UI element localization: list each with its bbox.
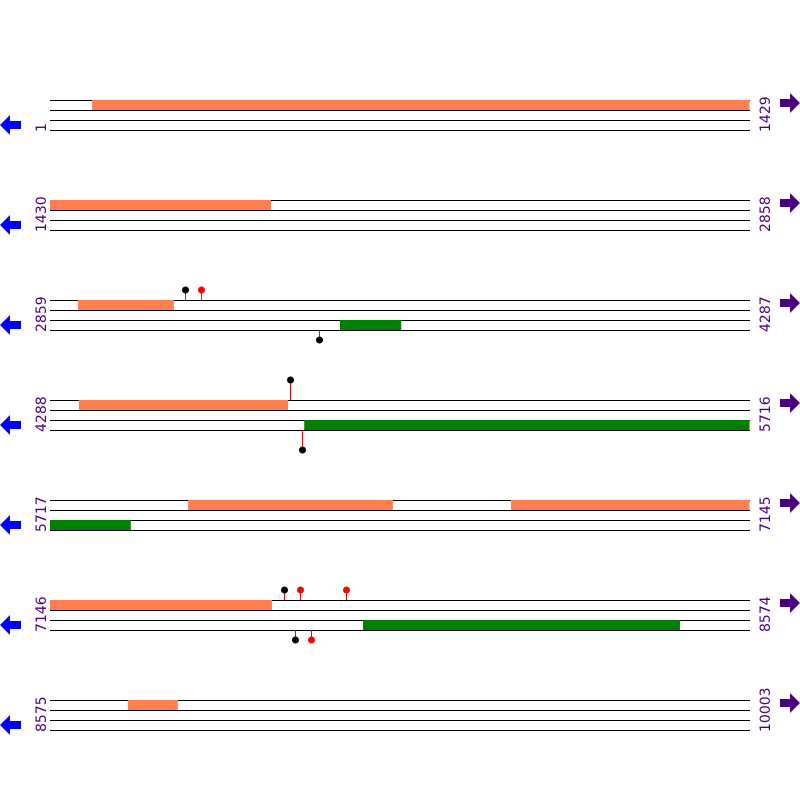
- left-arrow-icon[interactable]: [0, 415, 21, 435]
- reverse-feature[interactable]: [304, 420, 750, 430]
- row-start-label: 1: [34, 123, 50, 132]
- reverse-feature[interactable]: [339, 320, 402, 330]
- row-end-label: 8574: [758, 596, 774, 632]
- forward-feature[interactable]: [50, 200, 271, 210]
- sequence-row: 4288 5716: [0, 376, 800, 454]
- forward-feature[interactable]: [188, 500, 393, 510]
- row-end-label: 10003: [758, 687, 774, 732]
- left-arrow-icon[interactable]: [0, 515, 21, 535]
- site-marker[interactable]: [182, 286, 189, 294]
- site-marker[interactable]: [281, 586, 288, 594]
- row-start-label: 4288: [34, 396, 50, 432]
- forward-feature[interactable]: [510, 500, 750, 510]
- row-end-label: 5716: [758, 396, 774, 432]
- site-marker[interactable]: [297, 586, 304, 594]
- forward-feature[interactable]: [78, 400, 289, 410]
- row-end-label: 7145: [758, 496, 774, 532]
- row-start-label: 8575: [34, 696, 50, 732]
- sequence-row: 1 1429: [0, 93, 800, 135]
- site-marker[interactable]: [316, 336, 323, 344]
- right-arrow-icon[interactable]: [780, 93, 800, 113]
- left-arrow-icon[interactable]: [0, 715, 21, 735]
- row-end-label: 1429: [758, 96, 774, 132]
- left-arrow-icon[interactable]: [0, 615, 21, 635]
- site-marker[interactable]: [198, 286, 205, 294]
- row-start-label: 1430: [34, 196, 50, 232]
- right-arrow-icon[interactable]: [780, 493, 800, 513]
- site-marker[interactable]: [308, 636, 315, 644]
- reverse-feature[interactable]: [50, 520, 131, 530]
- forward-feature[interactable]: [92, 100, 750, 110]
- left-arrow-icon[interactable]: [0, 315, 21, 335]
- left-arrow-icon[interactable]: [0, 115, 21, 135]
- row-start-label: 5717: [34, 496, 50, 532]
- row-end-label: 4287: [758, 296, 774, 332]
- right-arrow-icon[interactable]: [780, 593, 800, 613]
- row-end-label: 2858: [758, 196, 774, 232]
- row-start-label: 2859: [34, 296, 50, 332]
- row-start-label: 7146: [34, 596, 50, 632]
- right-arrow-icon[interactable]: [780, 693, 800, 713]
- site-marker[interactable]: [292, 636, 299, 644]
- sequence-row: 2859 4287: [0, 286, 800, 344]
- site-marker[interactable]: [343, 586, 350, 594]
- sequence-row: 1430 2858: [0, 193, 800, 235]
- reverse-feature[interactable]: [363, 620, 680, 630]
- left-arrow-icon[interactable]: [0, 215, 21, 235]
- site-marker[interactable]: [299, 446, 306, 454]
- site-marker[interactable]: [287, 376, 294, 384]
- forward-feature[interactable]: [50, 600, 272, 610]
- forward-feature[interactable]: [77, 300, 174, 310]
- sequence-row: 7146 8574: [0, 586, 800, 644]
- right-arrow-icon[interactable]: [780, 193, 800, 213]
- sequence-row: 8575 10003: [0, 687, 800, 735]
- forward-feature[interactable]: [127, 700, 178, 710]
- sequence-row: 5717 7145: [0, 493, 800, 535]
- right-arrow-icon[interactable]: [780, 293, 800, 313]
- right-arrow-icon[interactable]: [780, 393, 800, 413]
